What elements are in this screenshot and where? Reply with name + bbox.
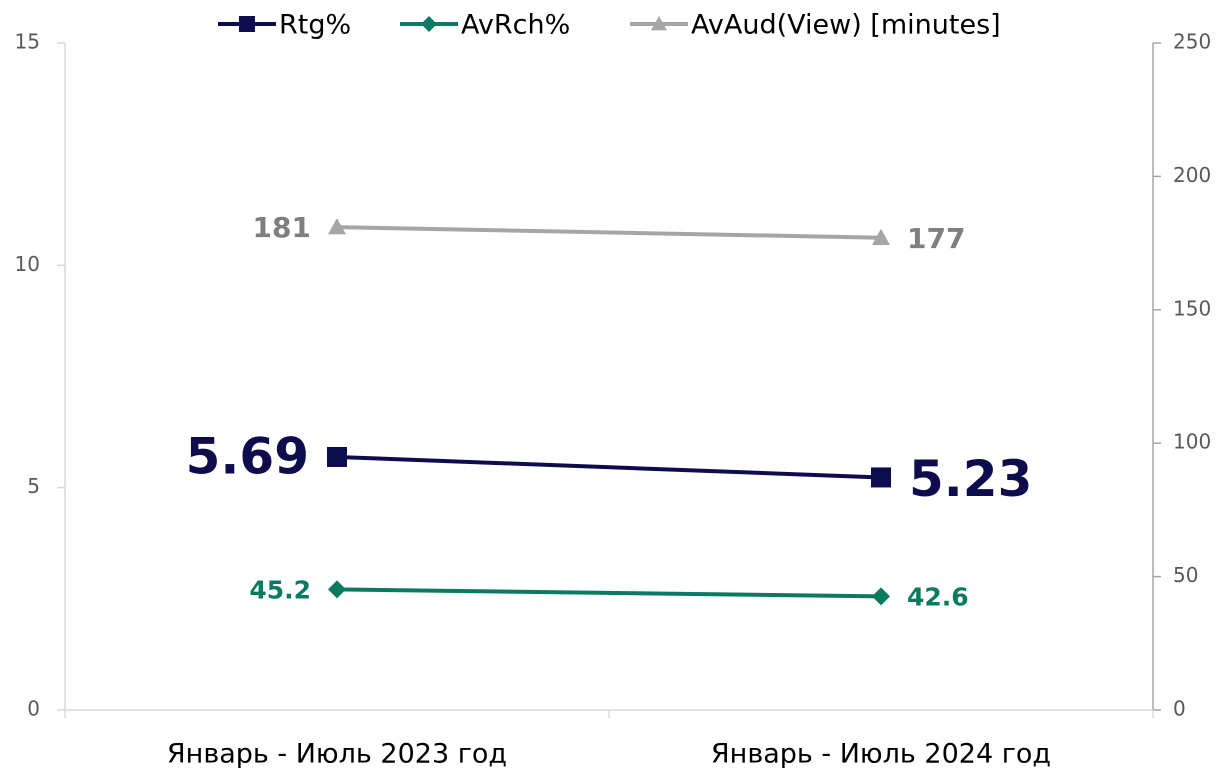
data-point xyxy=(872,228,890,245)
legend-marker xyxy=(239,16,255,32)
y2-tick-label: 150 xyxy=(1173,296,1211,320)
y-tick-label: 15 xyxy=(15,30,40,54)
data-point xyxy=(328,580,346,599)
data-point xyxy=(872,587,890,606)
legend-marker xyxy=(421,16,437,32)
legend-marker xyxy=(651,16,667,31)
y-tick-label: 0 xyxy=(27,697,40,721)
y2-tick-label: 200 xyxy=(1173,163,1211,187)
x-tick-label: Январь - Июль 2024 год xyxy=(711,739,1051,770)
y-tick-label: 10 xyxy=(15,252,40,276)
data-point xyxy=(327,446,347,467)
y2-tick-label: 50 xyxy=(1173,563,1198,587)
data-point xyxy=(871,467,891,488)
series-line xyxy=(336,225,882,240)
data-label: 45.2 xyxy=(249,575,311,604)
data-label: 181 xyxy=(253,211,311,244)
data-label: 5.23 xyxy=(909,450,1032,508)
data-label: 42.6 xyxy=(907,582,969,611)
y2-tick-label: 250 xyxy=(1173,30,1211,54)
x-tick-label: Январь - Июль 2023 год xyxy=(167,739,507,770)
series-line xyxy=(336,454,882,480)
y2-tick-label: 100 xyxy=(1173,430,1211,454)
series-line xyxy=(336,587,882,599)
legend-label: Rtg% xyxy=(279,10,351,41)
legend-label: AvRch% xyxy=(461,10,570,41)
data-point xyxy=(328,218,346,235)
y-tick-label: 5 xyxy=(27,474,40,498)
legend-label: AvAud(View) [minutes] xyxy=(691,10,1001,41)
data-label: 5.69 xyxy=(186,427,309,485)
data-label: 177 xyxy=(907,222,965,255)
y2-tick-label: 0 xyxy=(1173,697,1186,721)
